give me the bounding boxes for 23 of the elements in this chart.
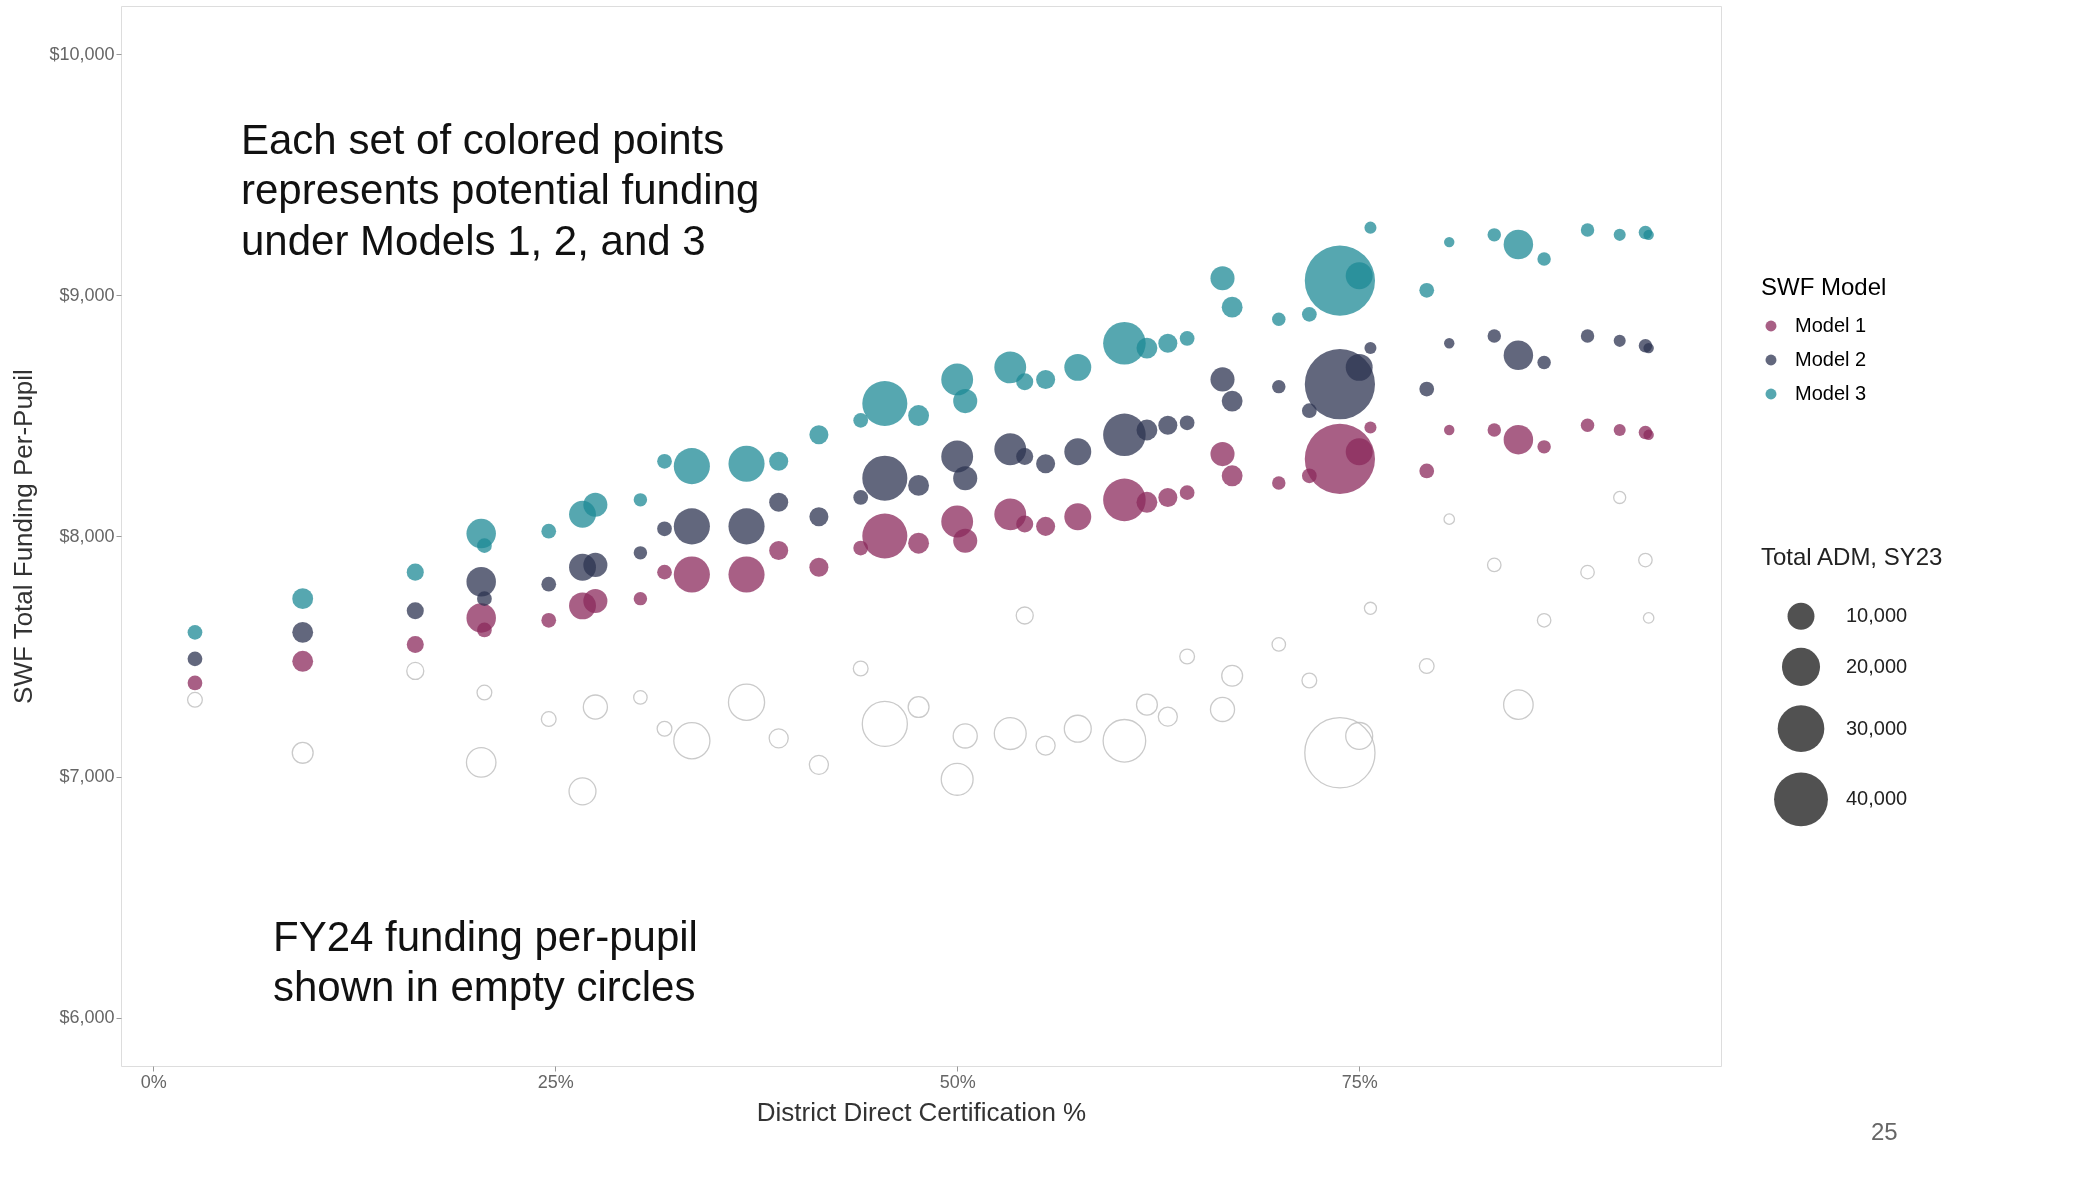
- annotation: FY24 funding per-pupil shown in empty circles: [273, 913, 698, 1011]
- x-axis-title: District Direct Certification %: [756, 1096, 1087, 1127]
- x-tick-label: 0%: [140, 1071, 167, 1092]
- x-tick-label: 25%: [537, 1071, 574, 1092]
- legend-label: 10,000: [1846, 604, 1908, 627]
- legend-label: 30,000: [1846, 716, 1908, 739]
- y-axis-title: SWF Total Funding Per-Pupil: [8, 369, 39, 704]
- y-tick-label: $7,000: [59, 766, 115, 787]
- annotation: Each set of colored points represents potential funding under Models 1, 2, and 3: [241, 116, 760, 264]
- y-tick-label: $9,000: [59, 284, 115, 305]
- legend-label: 20,000: [1846, 654, 1908, 677]
- text: 25: [1871, 1118, 1898, 1145]
- legend-label: 40,000: [1846, 787, 1908, 810]
- text: Total ADM, SY23: [1761, 543, 1943, 570]
- legend-label: Model 1: [1795, 314, 1867, 336]
- x-tick-label: 75%: [1341, 1071, 1378, 1092]
- x-tick-label: 50%: [939, 1071, 976, 1092]
- y-tick-label: $10,000: [49, 43, 115, 64]
- text: SWF Model: [1761, 273, 1887, 300]
- y-tick-label: $6,000: [59, 1007, 115, 1028]
- legend-label: Model 2: [1795, 348, 1867, 370]
- legend-label: Model 3: [1795, 382, 1867, 404]
- y-tick-label: $8,000: [59, 525, 115, 546]
